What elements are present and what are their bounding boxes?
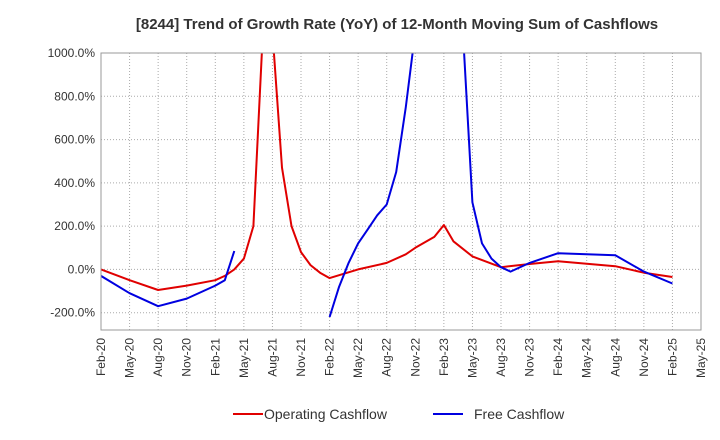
y-tick-label: 800.0% [54,89,95,103]
x-tick-label: May-20 [123,338,137,378]
plot-area [101,53,701,330]
x-tick-label: Aug-24 [608,338,622,377]
x-tick-label: Nov-21 [294,338,308,377]
x-tick-label: May-23 [465,338,479,378]
y-axis-labels: 1000.0% 800.0% 600.0% 400.0% 200.0% 0.0% -200.… [48,46,96,320]
x-tick-label: Nov-23 [523,338,537,377]
x-tick-label: Aug-20 [151,338,165,377]
x-tick-label: Feb-25 [665,338,679,376]
x-tick-label: Nov-24 [637,338,651,377]
x-tick-label: Feb-23 [437,338,451,376]
y-tick-label: 400.0% [54,176,95,190]
x-tick-label: Nov-22 [408,338,422,377]
x-tick-label: Feb-22 [323,338,337,376]
legend-label: Free Cashflow [474,406,565,422]
y-tick-label: 1000.0% [48,46,96,60]
x-tick-label: Feb-20 [94,338,108,376]
y-tick-label: 0.0% [68,262,96,276]
series-line-free-cashflow [101,250,236,308]
x-tick-label: May-24 [580,338,594,378]
x-axis-labels: Feb-20 May-20 Aug-20 Nov-20 Feb-21 May-21 Aug-… [94,338,708,378]
x-tick-label: May-22 [351,338,365,378]
y-tick-label: 200.0% [54,219,95,233]
x-tick-label: Aug-23 [494,338,508,377]
series-line-free-cashflow [328,53,673,318]
legend: Operating Cashflow Free Cashflow [233,406,565,422]
x-tick-label: Aug-21 [265,338,279,377]
x-tick-label: Feb-24 [551,338,565,376]
x-tick-label: Feb-21 [208,338,222,376]
legend-label: Operating Cashflow [264,406,388,422]
x-tick-label: Nov-20 [180,338,194,377]
x-tick-label: May-25 [694,338,708,378]
y-tick-label: 600.0% [54,133,95,147]
y-tick-label: -200.0% [50,306,95,320]
x-tick-label: Aug-22 [380,338,394,377]
x-tick-label: May-21 [237,338,251,378]
series-layer [101,53,673,318]
chart-title: [8244] Trend of Growth Rate (YoY) of 12-… [136,16,658,33]
plot-frame [100,52,702,331]
